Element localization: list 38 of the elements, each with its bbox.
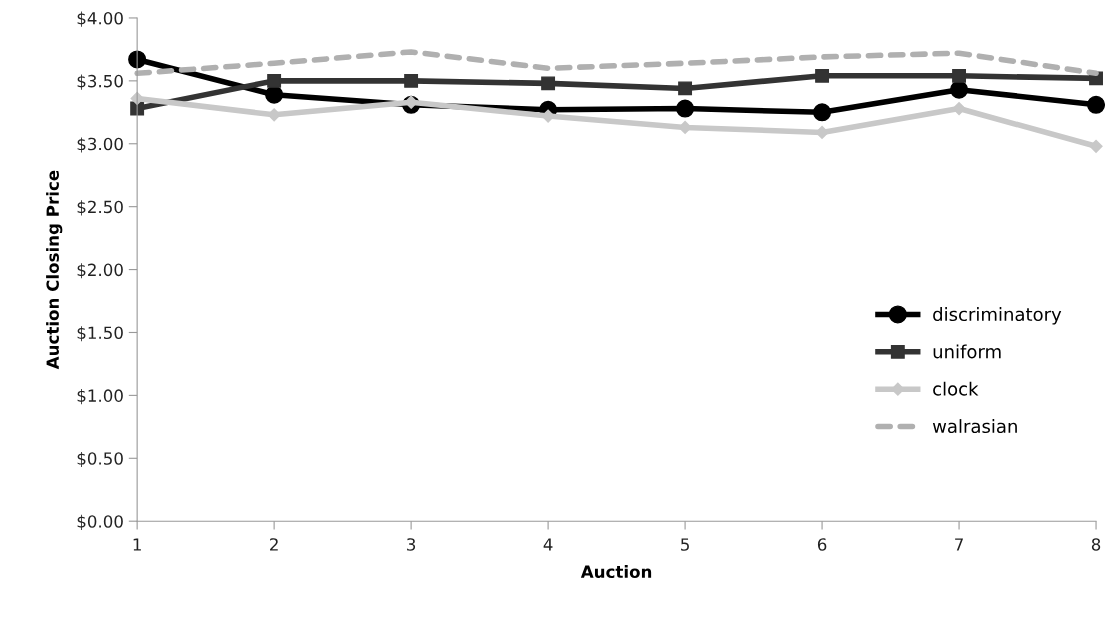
point (950, 80, 969, 99)
point (952, 68, 967, 83)
y-tick-label: $3.50 (77, 74, 123, 90)
x-tick-label: 5 (681, 538, 689, 551)
y-tick-label: $2.50 (77, 200, 123, 216)
x-tick-label: 2 (270, 538, 278, 551)
point (676, 99, 695, 118)
x-tick-label: 8 (1091, 538, 1101, 551)
legend-label: clock (933, 381, 979, 396)
y-axis-title: Auction Closing Price (46, 170, 63, 370)
point (265, 85, 284, 104)
x-tick-label: 1 (133, 538, 141, 551)
point (1089, 139, 1103, 153)
x-axis-title: Auction (580, 565, 652, 579)
y-tick-label: $0.00 (77, 514, 123, 530)
point (541, 109, 555, 123)
point (952, 101, 966, 116)
y-tick-label: $2.00 (77, 263, 123, 279)
point (678, 81, 693, 96)
point (815, 68, 830, 83)
y-tick-label: $1.00 (77, 389, 123, 405)
legend-label: uniform (933, 344, 1001, 359)
y-tick-label: $0.50 (77, 451, 123, 468)
point (267, 73, 282, 88)
point (267, 108, 281, 122)
legend-label: walrasian (932, 419, 1017, 434)
point (404, 73, 419, 88)
y-tick-label: $1.50 (77, 326, 123, 342)
point (813, 103, 832, 122)
point (1087, 95, 1106, 114)
legend-label: discriminatory (933, 307, 1062, 325)
point (541, 76, 556, 91)
x-tick-label: 4 (543, 538, 553, 551)
y-tick-label: $4.00 (77, 11, 123, 27)
x-tick-label: 7 (955, 538, 963, 551)
y-tick-label: $3.00 (77, 137, 123, 153)
x-tick-label: 3 (407, 538, 416, 551)
x-tick-label: 6 (817, 538, 827, 551)
